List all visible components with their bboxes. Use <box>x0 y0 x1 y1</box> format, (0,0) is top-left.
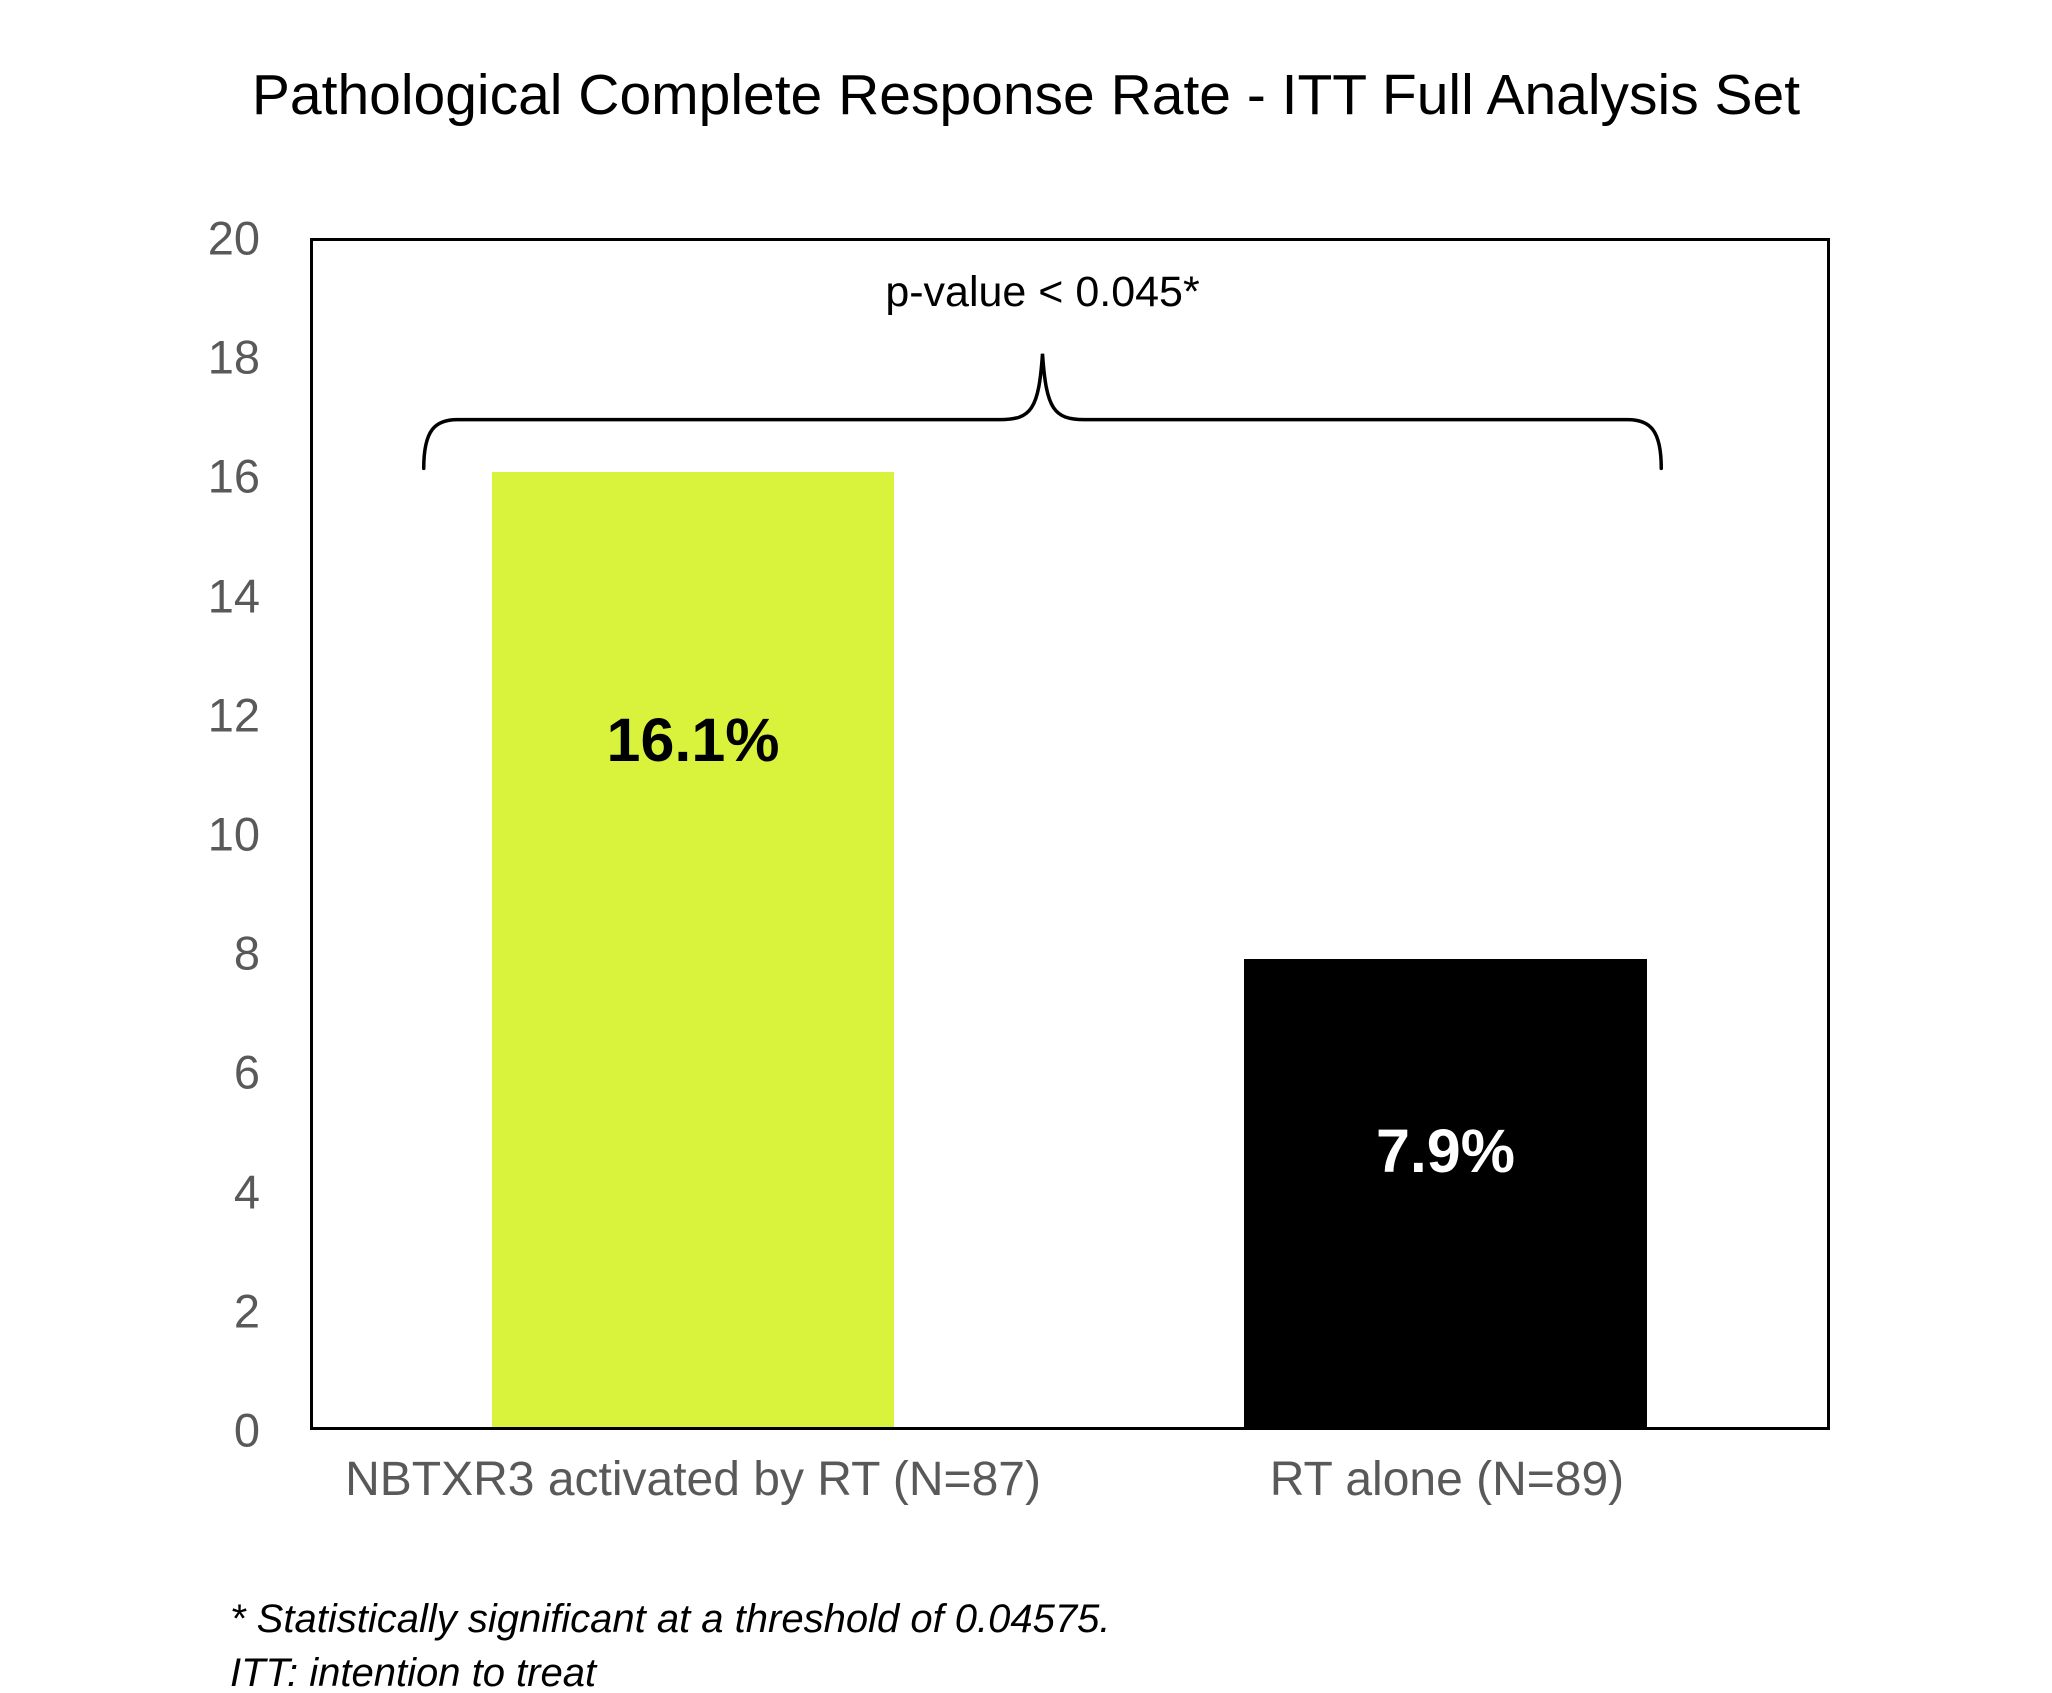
y-tick-label: 2 <box>233 1284 260 1338</box>
footnote-significance: * Statistically significant at a thresho… <box>230 1597 1111 1641</box>
y-tick-label: 12 <box>207 688 260 742</box>
bar-value-label: 7.9% <box>1375 1116 1515 1185</box>
bar-1: 7.9% <box>1244 958 1647 1427</box>
x-axis-label-1: RT alone (N=89) <box>1269 1453 1625 1506</box>
p-value-annotation: p-value < 0.045* <box>885 268 1200 316</box>
y-tick-label: 0 <box>233 1403 260 1457</box>
bar-value-label: 16.1% <box>606 705 780 774</box>
y-tick-label: 4 <box>233 1165 260 1219</box>
chart-title: Pathological Complete Response Rate - IT… <box>251 63 1801 127</box>
y-tick-label: 8 <box>233 926 260 980</box>
y-tick-label: 20 <box>207 211 260 265</box>
x-axis-label-0: NBTXR3 activated by RT (N=87) <box>345 1453 1041 1506</box>
bar-0: 16.1% <box>491 472 895 1427</box>
y-tick-label: 18 <box>207 330 260 384</box>
plot-area: 16.1% 7.9% <box>310 238 1830 1430</box>
significance-brace <box>420 330 1665 475</box>
y-tick-label: 10 <box>207 807 260 861</box>
y-tick-label: 6 <box>233 1045 260 1099</box>
y-tick-label: 16 <box>207 449 260 503</box>
y-tick-label: 14 <box>207 569 260 623</box>
y-axis: 0 2 4 6 8 10 12 14 16 18 20 <box>0 212 288 1457</box>
footnotes: * Statistically significant at a thresho… <box>230 1592 1111 1693</box>
x-axis-labels: NBTXR3 activated by RT (N=87) RT alone (N… <box>310 1452 1830 1522</box>
footnote-itt: ITT: intention to treat <box>230 1651 597 1693</box>
